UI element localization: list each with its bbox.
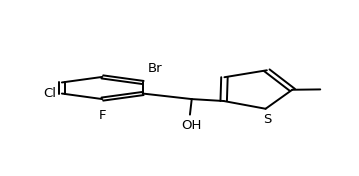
Text: S: S: [263, 113, 271, 126]
Text: F: F: [99, 109, 106, 122]
Text: Br: Br: [148, 62, 162, 75]
Text: Cl: Cl: [43, 87, 56, 99]
Text: OH: OH: [182, 119, 202, 132]
